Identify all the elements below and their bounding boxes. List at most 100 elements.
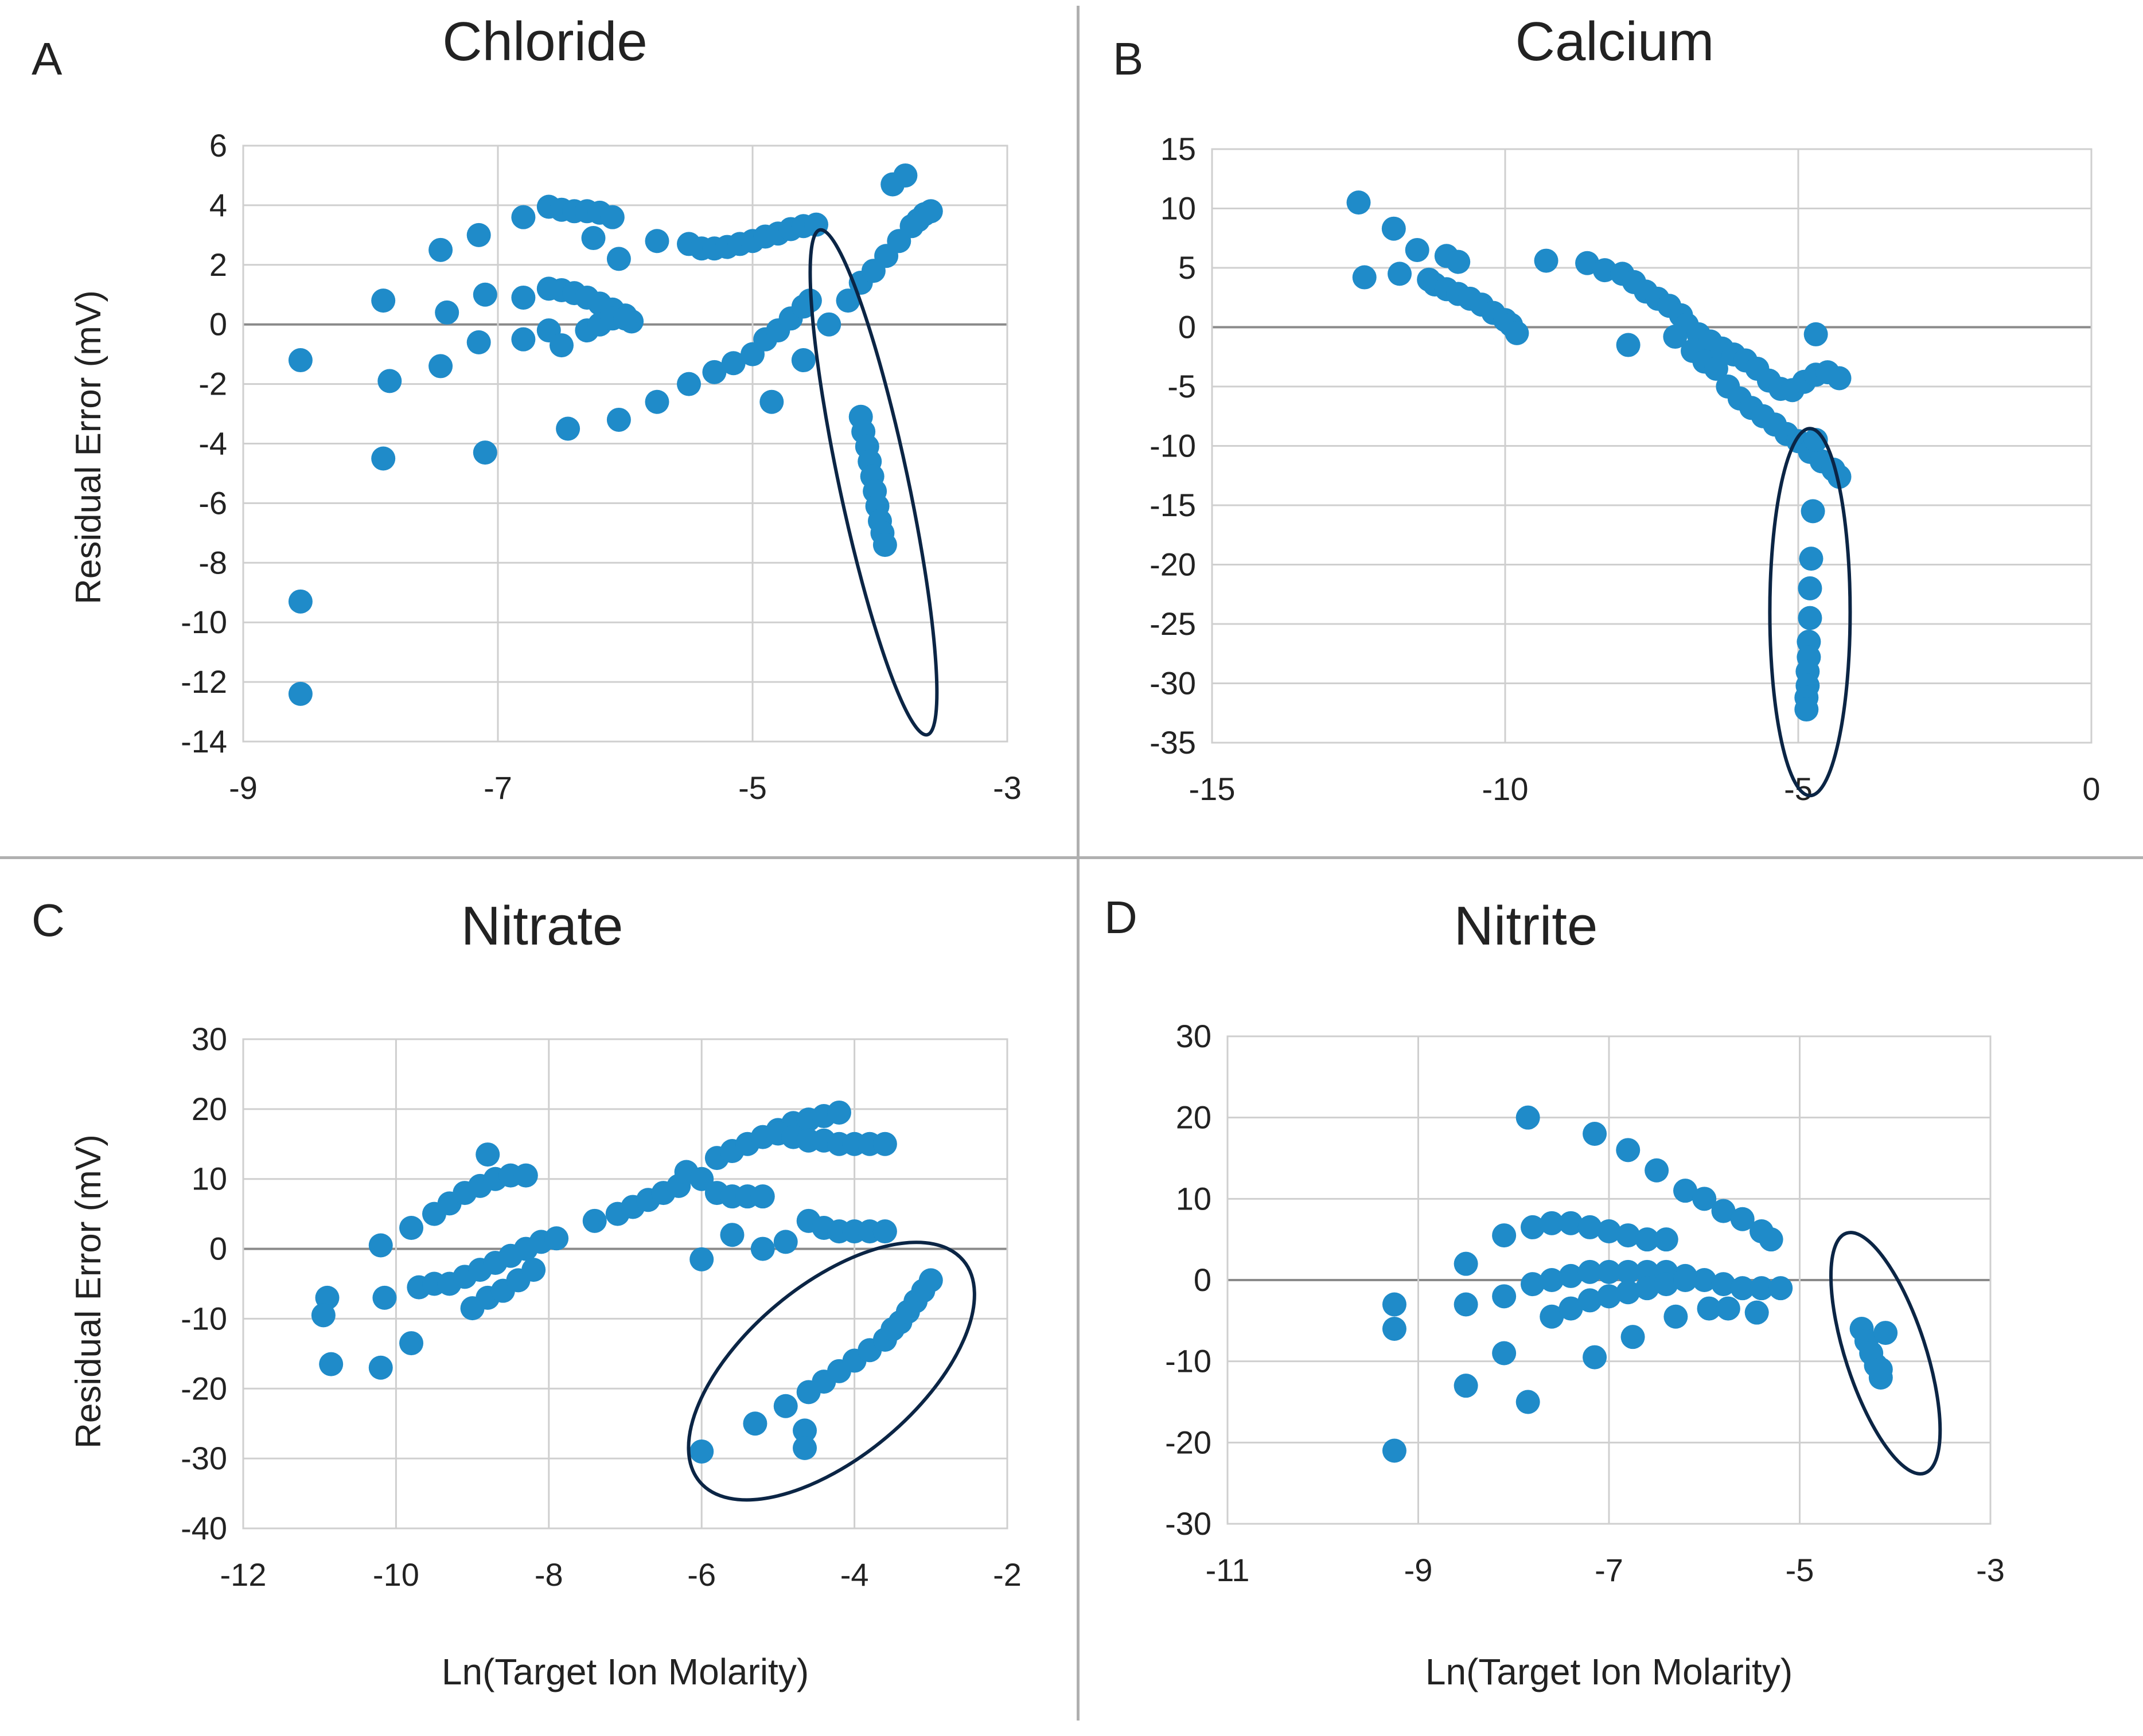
outlier-ellipse xyxy=(1829,1231,1942,1476)
y-tick-label: 0 xyxy=(209,306,227,342)
data-point xyxy=(645,229,669,253)
y-tick-label: 0 xyxy=(1194,1262,1211,1298)
x-tick-label: -3 xyxy=(993,770,1022,806)
data-point xyxy=(677,372,701,396)
data-point xyxy=(893,163,918,188)
x-tick-label: -5 xyxy=(738,770,767,806)
x-tick-label: -10 xyxy=(1482,771,1529,807)
y-tick-label: -30 xyxy=(1165,1505,1211,1542)
data-point xyxy=(1645,1158,1669,1183)
data-point xyxy=(521,1258,546,1282)
data-point xyxy=(1558,1296,1583,1321)
y-tick-label: -10 xyxy=(181,1300,227,1336)
x-tick-label: -11 xyxy=(1206,1552,1250,1588)
x-tick-label: -4 xyxy=(840,1556,869,1593)
data-point xyxy=(1635,1276,1659,1301)
data-point xyxy=(473,282,497,307)
data-point xyxy=(1616,1280,1641,1305)
data-point xyxy=(1616,1223,1641,1248)
data-point xyxy=(1540,1268,1564,1292)
y-tick-label: 4 xyxy=(209,187,227,223)
data-point xyxy=(1540,1211,1564,1235)
data-point xyxy=(1692,1187,1717,1211)
data-point xyxy=(1492,1284,1517,1309)
y-tick-label: -4 xyxy=(198,426,227,462)
data-point xyxy=(1521,1272,1545,1297)
data-point xyxy=(1673,1179,1697,1203)
y-tick-label: -5 xyxy=(1167,368,1196,404)
data-point xyxy=(544,1226,569,1251)
y-tick-label: 10 xyxy=(192,1161,227,1197)
data-point xyxy=(368,1233,393,1258)
chart-title: Nitrite xyxy=(1454,895,1598,957)
data-point xyxy=(1768,1276,1793,1301)
data-point xyxy=(581,226,606,251)
data-point xyxy=(918,1268,943,1293)
data-point xyxy=(1692,1268,1717,1292)
x-axis-label: Ln(Target Ion Molarity) xyxy=(442,1651,809,1692)
data-point xyxy=(1521,1215,1545,1239)
data-point xyxy=(1868,1357,1893,1382)
panel-letter: B xyxy=(1113,33,1143,84)
y-tick-label: -10 xyxy=(1150,428,1196,464)
x-axis-label: Ln(Target Ion Molarity) xyxy=(1425,1651,1793,1692)
data-point xyxy=(1654,1227,1678,1252)
data-point xyxy=(1597,1284,1621,1309)
data-point xyxy=(371,288,396,313)
x-tick-label: -6 xyxy=(687,1556,716,1593)
data-point xyxy=(372,1285,397,1310)
data-point xyxy=(1558,1211,1583,1235)
data-point xyxy=(1635,1227,1659,1252)
data-point xyxy=(1663,325,1688,349)
y-tick-label: 20 xyxy=(1176,1099,1211,1136)
data-point xyxy=(1583,1345,1607,1370)
data-point xyxy=(1798,606,1822,630)
data-point xyxy=(582,1208,607,1233)
chart-title: Chloride xyxy=(442,11,648,72)
data-point xyxy=(606,407,631,432)
data-point xyxy=(689,1439,714,1464)
data-point xyxy=(793,1418,817,1443)
data-point xyxy=(773,1394,798,1418)
data-point xyxy=(1492,1341,1517,1366)
data-point xyxy=(645,389,669,414)
x-tick-label: -8 xyxy=(535,1556,563,1593)
x-tick-label: 0 xyxy=(2082,771,2100,807)
plot-area xyxy=(242,1038,1008,1530)
data-point xyxy=(1654,1272,1678,1297)
data-point xyxy=(872,533,897,557)
panel-letter: A xyxy=(32,33,63,84)
y-tick-label: 30 xyxy=(192,1021,227,1057)
y-tick-label: 5 xyxy=(1178,249,1196,286)
data-point xyxy=(511,285,536,310)
y-tick-label: 10 xyxy=(1160,190,1196,227)
data-point xyxy=(1750,1276,1774,1301)
horizontal-divider xyxy=(0,856,2143,859)
data-point xyxy=(689,1247,714,1271)
data-point xyxy=(773,1230,798,1254)
data-point xyxy=(918,199,943,224)
data-point xyxy=(743,1411,767,1436)
data-point xyxy=(1515,1390,1540,1414)
data-point xyxy=(511,327,536,352)
data-point xyxy=(606,247,631,271)
data-point xyxy=(1446,249,1471,274)
data-point xyxy=(473,440,497,465)
data-point xyxy=(702,360,727,384)
data-point xyxy=(1382,1292,1406,1317)
data-point xyxy=(1801,499,1825,524)
data-point xyxy=(1663,1304,1688,1329)
data-point xyxy=(613,306,637,331)
y-tick-label: 2 xyxy=(209,247,227,283)
data-point xyxy=(1346,190,1371,215)
data-point xyxy=(817,312,841,337)
y-tick-label: -35 xyxy=(1150,724,1196,760)
y-tick-label: -40 xyxy=(181,1510,227,1546)
x-tick-label: -12 xyxy=(220,1556,267,1593)
outlier-ellipse xyxy=(687,1240,976,1502)
data-point xyxy=(1577,1259,1602,1284)
data-point xyxy=(1759,1227,1783,1252)
data-point xyxy=(466,223,491,247)
